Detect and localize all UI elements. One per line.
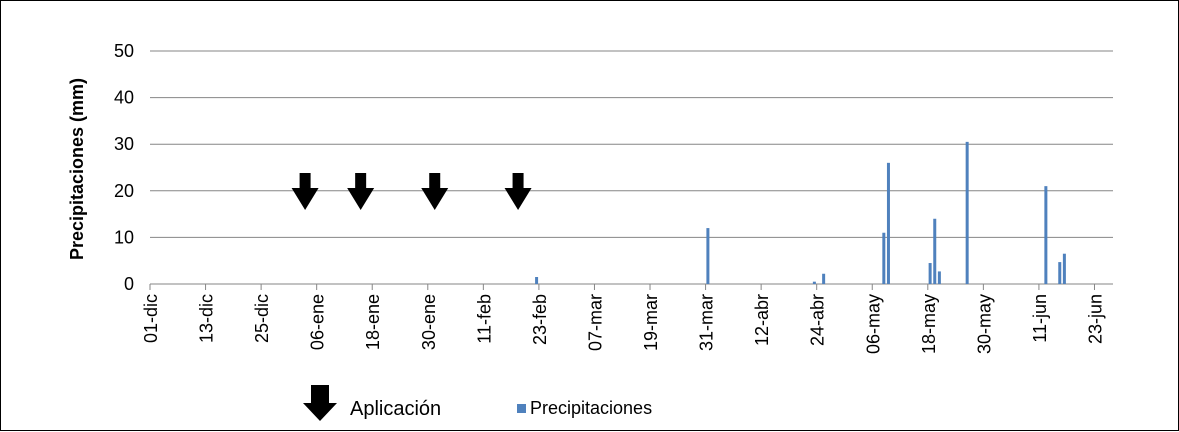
legend-arrow-icon bbox=[303, 385, 337, 421]
application-arrow-15-ene bbox=[347, 173, 375, 210]
x-tick-31-mar: 31-mar bbox=[697, 294, 717, 351]
bar-18-may bbox=[928, 263, 932, 284]
y-tick-labels: 0 10 20 30 40 50 bbox=[114, 41, 134, 294]
bar-26-may bbox=[965, 141, 969, 284]
axes bbox=[149, 283, 1113, 290]
bars bbox=[535, 141, 1066, 284]
x-tick-13-dic: 13-dic bbox=[197, 294, 217, 343]
y-tick-20: 20 bbox=[114, 181, 134, 201]
application-arrows bbox=[291, 173, 532, 210]
bar-08-may bbox=[882, 232, 886, 284]
y-tick-30: 30 bbox=[114, 134, 134, 154]
x-tick-12-abr: 12-abr bbox=[752, 294, 772, 346]
x-tick-18-may: 18-may bbox=[919, 294, 939, 354]
x-tick-07-mar: 07-mar bbox=[585, 294, 605, 351]
application-arrow-18-feb bbox=[504, 173, 532, 210]
x-tick-11-feb: 11-feb bbox=[474, 294, 494, 344]
bar-20-may bbox=[937, 271, 941, 284]
bar-22-feb bbox=[535, 277, 539, 284]
bar-09-may bbox=[886, 162, 890, 284]
x-tick-01-dic: 01-dic bbox=[141, 294, 161, 343]
y-axis-label: Precipitaciones (mm) bbox=[67, 78, 87, 260]
x-tick-labels: 01-dic 13-dic 25-dic 06-ene 18-ene 30-ene 11-f… bbox=[141, 294, 1105, 354]
bar-25-abr bbox=[822, 273, 826, 284]
x-tick-23-jun: 23-jun bbox=[1085, 294, 1105, 344]
legend-arrow-label: Aplicación bbox=[350, 398, 441, 420]
bar-19-may bbox=[933, 218, 937, 284]
x-tick-19-mar: 19-mar bbox=[641, 294, 661, 351]
bar-23-abr bbox=[812, 281, 816, 284]
x-tick-30-ene: 30-ene bbox=[419, 294, 439, 350]
x-tick-06-may: 06-may bbox=[863, 294, 883, 354]
bar-12-jun bbox=[1044, 186, 1048, 284]
application-arrow-03-ene bbox=[291, 173, 319, 210]
x-tick-11-jun: 11-jun bbox=[1030, 294, 1050, 343]
y-tick-0: 0 bbox=[124, 274, 134, 294]
x-tick-18-ene: 18-ene bbox=[363, 294, 383, 350]
y-tick-10: 10 bbox=[114, 227, 134, 247]
legend-series-label: Precipitaciones bbox=[530, 398, 652, 418]
bar-31-mar bbox=[706, 228, 710, 284]
x-tick-30-may: 30-may bbox=[974, 294, 994, 354]
x-tick-24-abr: 24-abr bbox=[808, 294, 828, 346]
x-tick-06-ene: 06-ene bbox=[308, 294, 328, 350]
bar-16-jun bbox=[1062, 253, 1066, 284]
y-tick-50: 50 bbox=[114, 41, 134, 61]
x-tick-25-dic: 25-dic bbox=[252, 294, 272, 343]
legend-swatch bbox=[517, 404, 526, 413]
legend: Aplicación Precipitaciones bbox=[303, 385, 652, 421]
application-arrow-31-ene bbox=[421, 173, 449, 210]
y-tick-40: 40 bbox=[114, 88, 134, 108]
bar-15-jun bbox=[1058, 262, 1062, 284]
x-tick-23-feb: 23-feb bbox=[530, 294, 550, 345]
